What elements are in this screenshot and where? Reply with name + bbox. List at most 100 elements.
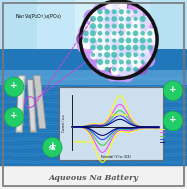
Point: [122, 41, 125, 44]
Point: [111, 30, 114, 33]
Bar: [0, 70, 187, 85]
Text: +: +: [169, 85, 177, 94]
Point: [141, 25, 144, 28]
Point: [120, 32, 123, 35]
Point: [128, 12, 131, 15]
Point: [143, 27, 146, 30]
Point: [122, 69, 125, 72]
Bar: [59, 87, 163, 160]
Point: [134, 32, 137, 35]
Point: [111, 44, 114, 47]
Point: [97, 30, 100, 33]
Text: +: +: [10, 81, 18, 90]
Point: [140, 44, 142, 47]
Point: [114, 5, 117, 8]
Point: [122, 63, 125, 66]
Point: [83, 44, 86, 47]
Point: [132, 66, 135, 69]
Point: [104, 44, 107, 47]
Point: [111, 73, 114, 76]
Point: [118, 73, 121, 76]
Point: [99, 10, 102, 13]
Point: [106, 68, 109, 71]
Point: [104, 16, 107, 19]
Point: [101, 49, 104, 52]
Point: [86, 34, 89, 37]
Point: [91, 25, 94, 28]
Point: [125, 16, 128, 19]
Point: [83, 37, 86, 40]
Point: [94, 47, 97, 50]
Point: [118, 23, 121, 26]
Point: [115, 40, 118, 43]
Circle shape: [80, 1, 157, 78]
Point: [132, 16, 135, 19]
Point: [91, 17, 94, 20]
Point: [93, 13, 96, 16]
Point: [120, 10, 123, 13]
Point: [132, 37, 135, 40]
Point: [121, 49, 124, 52]
Point: [132, 59, 135, 62]
Point: [129, 69, 132, 72]
Point: [120, 25, 123, 28]
Point: [115, 12, 118, 15]
Point: [92, 54, 95, 57]
Bar: [0, 0, 187, 76]
Point: [114, 34, 117, 37]
Point: [136, 33, 139, 36]
Point: [104, 37, 107, 40]
Point: [106, 39, 109, 42]
Point: [125, 23, 128, 26]
Point: [99, 60, 102, 64]
Point: [141, 17, 144, 20]
Point: [101, 63, 104, 66]
Point: [91, 32, 94, 35]
Point: [106, 25, 109, 28]
Point: [113, 39, 116, 42]
Point: [134, 39, 137, 42]
Point: [104, 9, 107, 12]
Point: [111, 23, 114, 26]
Point: [122, 4, 125, 7]
Point: [140, 16, 142, 19]
Point: [104, 66, 107, 69]
Point: [125, 30, 128, 33]
Point: [125, 44, 128, 47]
Circle shape: [4, 107, 24, 127]
Point: [107, 55, 110, 58]
Point: [150, 33, 153, 36]
Point: [141, 32, 144, 35]
Point: [129, 40, 132, 43]
Point: [115, 19, 118, 22]
Point: [99, 39, 102, 42]
Point: [132, 44, 135, 47]
Point: [144, 20, 147, 23]
Point: [113, 32, 116, 35]
Point: [101, 34, 104, 37]
Point: [111, 16, 114, 19]
Point: [120, 39, 123, 42]
Point: [100, 54, 103, 57]
Point: [114, 69, 117, 72]
Point: [90, 30, 93, 33]
Point: [136, 49, 139, 52]
Point: [104, 52, 107, 55]
Point: [140, 30, 142, 33]
Point: [90, 23, 93, 26]
Point: [120, 46, 123, 49]
Point: [120, 68, 123, 71]
Point: [84, 39, 87, 42]
Point: [120, 60, 123, 64]
Point: [148, 46, 151, 49]
Point: [125, 66, 128, 69]
Point: [108, 26, 111, 29]
Point: [104, 23, 107, 26]
Point: [129, 26, 132, 29]
Point: [108, 5, 111, 8]
Point: [128, 20, 131, 23]
Bar: [0, 49, 187, 166]
Point: [104, 30, 107, 33]
Point: [132, 52, 135, 55]
Point: [127, 25, 130, 28]
